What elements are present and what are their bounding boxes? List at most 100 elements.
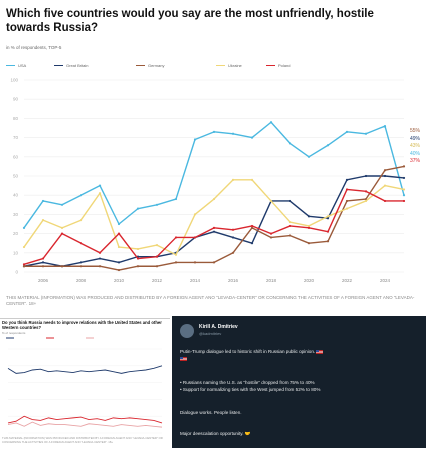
end-value-label: 49% <box>410 136 421 142</box>
legend-item-poland: Poland <box>266 63 290 68</box>
data-point <box>136 265 140 268</box>
y-tick-label: 70 <box>13 135 19 140</box>
russia-flag-icon <box>316 349 324 354</box>
data-point <box>345 188 349 191</box>
tweet-author-name[interactable]: Kirill A. Dmitriev <box>199 324 238 330</box>
data-point <box>364 190 368 193</box>
end-value-label: 40% <box>410 151 421 157</box>
data-point <box>212 197 216 201</box>
legend-item-usa: USA <box>6 63 26 68</box>
data-point <box>250 178 254 181</box>
data-point <box>155 203 159 206</box>
data-point <box>117 232 121 235</box>
legend-swatch <box>6 64 15 67</box>
data-point <box>307 155 311 158</box>
data-point <box>79 219 83 222</box>
data-point <box>22 265 26 268</box>
data-point <box>60 265 64 268</box>
relations-series-line <box>7 421 163 428</box>
data-point <box>326 230 330 233</box>
relations-chart-title: Do you think Russia needs to improve rel… <box>2 320 162 330</box>
data-point <box>231 178 235 181</box>
data-point <box>155 265 159 268</box>
data-point <box>364 199 368 203</box>
data-point <box>136 257 140 260</box>
end-value-label: 43% <box>410 143 421 149</box>
data-point <box>117 268 121 272</box>
data-point <box>41 257 45 260</box>
relations-line-chart <box>6 337 163 434</box>
tweet-line-intro: Putin-Trump dialogue led to historic shi… <box>180 349 324 355</box>
tweet-line-4: Major deescalation opportunity. 🤝 <box>180 431 251 436</box>
data-point <box>79 194 83 197</box>
data-point <box>212 230 216 233</box>
data-point <box>22 226 26 229</box>
chart-title: Which five countries would you say are t… <box>6 8 374 34</box>
data-point <box>212 130 216 133</box>
data-point <box>155 244 159 247</box>
us-flag-row <box>180 356 187 362</box>
x-tick-label: 2024 <box>380 278 391 283</box>
x-tick-label: 2014 <box>190 278 201 283</box>
data-point <box>136 207 140 210</box>
data-point <box>212 226 216 229</box>
data-point <box>41 219 45 222</box>
data-point <box>98 192 102 195</box>
data-point <box>22 245 26 249</box>
x-tick-label: 2006 <box>38 278 49 283</box>
data-point <box>307 242 311 245</box>
data-point <box>269 199 273 203</box>
data-point <box>174 253 178 256</box>
y-tick-label: 20 <box>13 231 19 236</box>
legend-item-germany: Germany <box>136 63 164 68</box>
main-chart-panel: Which five countries would you say are t… <box>6 8 421 306</box>
legend-item-great-britain: Great Britain <box>54 63 88 68</box>
relations-series-line <box>7 365 163 374</box>
relations-chart-subtitle: % of respondents <box>2 331 26 335</box>
y-tick-label: 0 <box>15 270 18 275</box>
data-point <box>326 240 330 243</box>
tweet-bullet-1: • Russians naming the U.S. as "hostile" … <box>180 380 315 385</box>
x-tick-label: 2008 <box>76 278 87 283</box>
y-tick-label: 10 <box>13 250 19 255</box>
line-chart: 0 10 20 30 40 50 60 70 80 90 100 2006 2008 2010 2012 20… <box>10 78 421 284</box>
data-point <box>383 174 387 178</box>
y-tick-label: 40 <box>13 193 19 198</box>
data-point <box>231 228 235 231</box>
data-point <box>288 220 292 224</box>
data-point <box>79 261 83 264</box>
data-point <box>174 261 178 264</box>
legend-swatch <box>54 64 63 67</box>
series-line-usa <box>23 121 405 229</box>
chart-legend: USA Great Britain Germany Ukraine Poland <box>6 63 306 71</box>
data-point <box>288 234 292 237</box>
foreign-agent-disclaimer: THIS MATERIAL (INFORMATION) WAS PRODUCED… <box>6 295 415 306</box>
series-line-germany <box>24 165 405 271</box>
data-point <box>383 169 387 172</box>
x-tick-label: 2016 <box>228 278 239 283</box>
x-tick-label: 2022 <box>342 278 353 283</box>
legend-swatch <box>216 64 225 67</box>
relations-chart-footer: THIS MATERIAL (INFORMATION) WAS PRODUCED… <box>2 436 163 444</box>
y-tick-label: 30 <box>13 212 19 217</box>
avatar[interactable] <box>180 324 194 338</box>
data-point <box>155 255 159 258</box>
legend-item-ukraine: Ukraine <box>216 63 242 68</box>
data-point <box>307 226 311 229</box>
data-point <box>402 176 406 180</box>
data-point <box>402 188 406 191</box>
data-point <box>326 215 330 218</box>
data-point <box>250 226 254 229</box>
relations-chart-panel: Do you think Russia needs to improve rel… <box>0 318 170 449</box>
legend-label: Poland <box>278 63 291 68</box>
data-point <box>288 224 292 228</box>
data-point <box>250 242 254 245</box>
tweet-author-handle[interactable]: @kadmitriev <box>199 331 222 336</box>
data-point <box>41 199 45 203</box>
data-point <box>364 132 368 135</box>
data-point <box>79 265 83 268</box>
data-point <box>231 236 235 239</box>
x-tick-label: 2020 <box>304 278 315 283</box>
tweet-card[interactable]: Kirill A. Dmitriev @kadmitriev Putin-Tru… <box>172 316 426 448</box>
data-point <box>98 265 102 268</box>
